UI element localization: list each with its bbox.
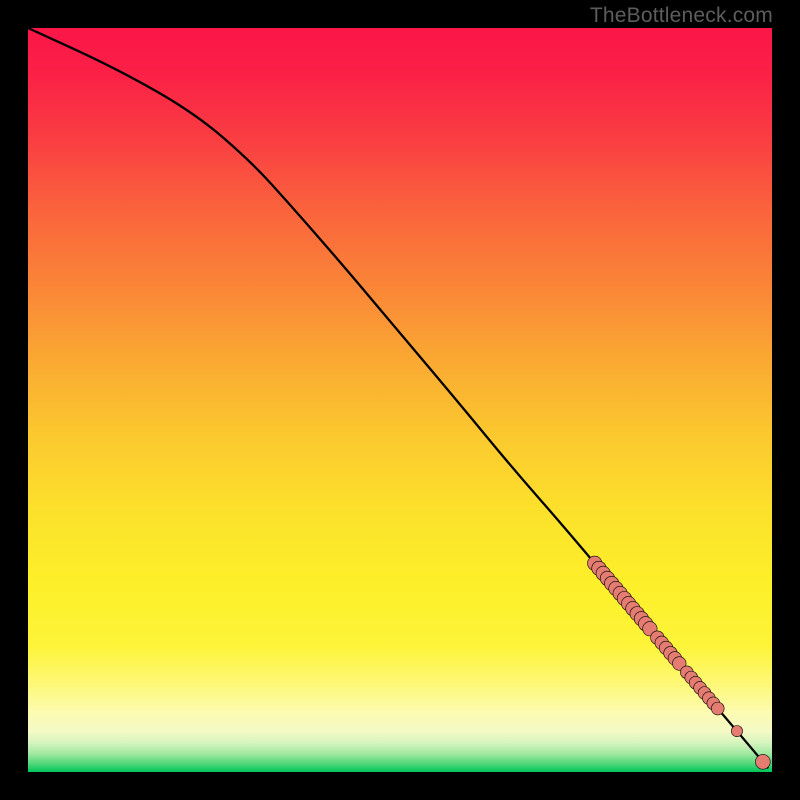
watermark-text: TheBottleneck.com [590, 4, 773, 28]
plot-area [28, 28, 772, 772]
data-marker [755, 754, 770, 769]
curve-line [28, 28, 768, 768]
chart-overlay [28, 28, 772, 772]
data-marker [731, 725, 742, 736]
data-marker [711, 702, 724, 715]
